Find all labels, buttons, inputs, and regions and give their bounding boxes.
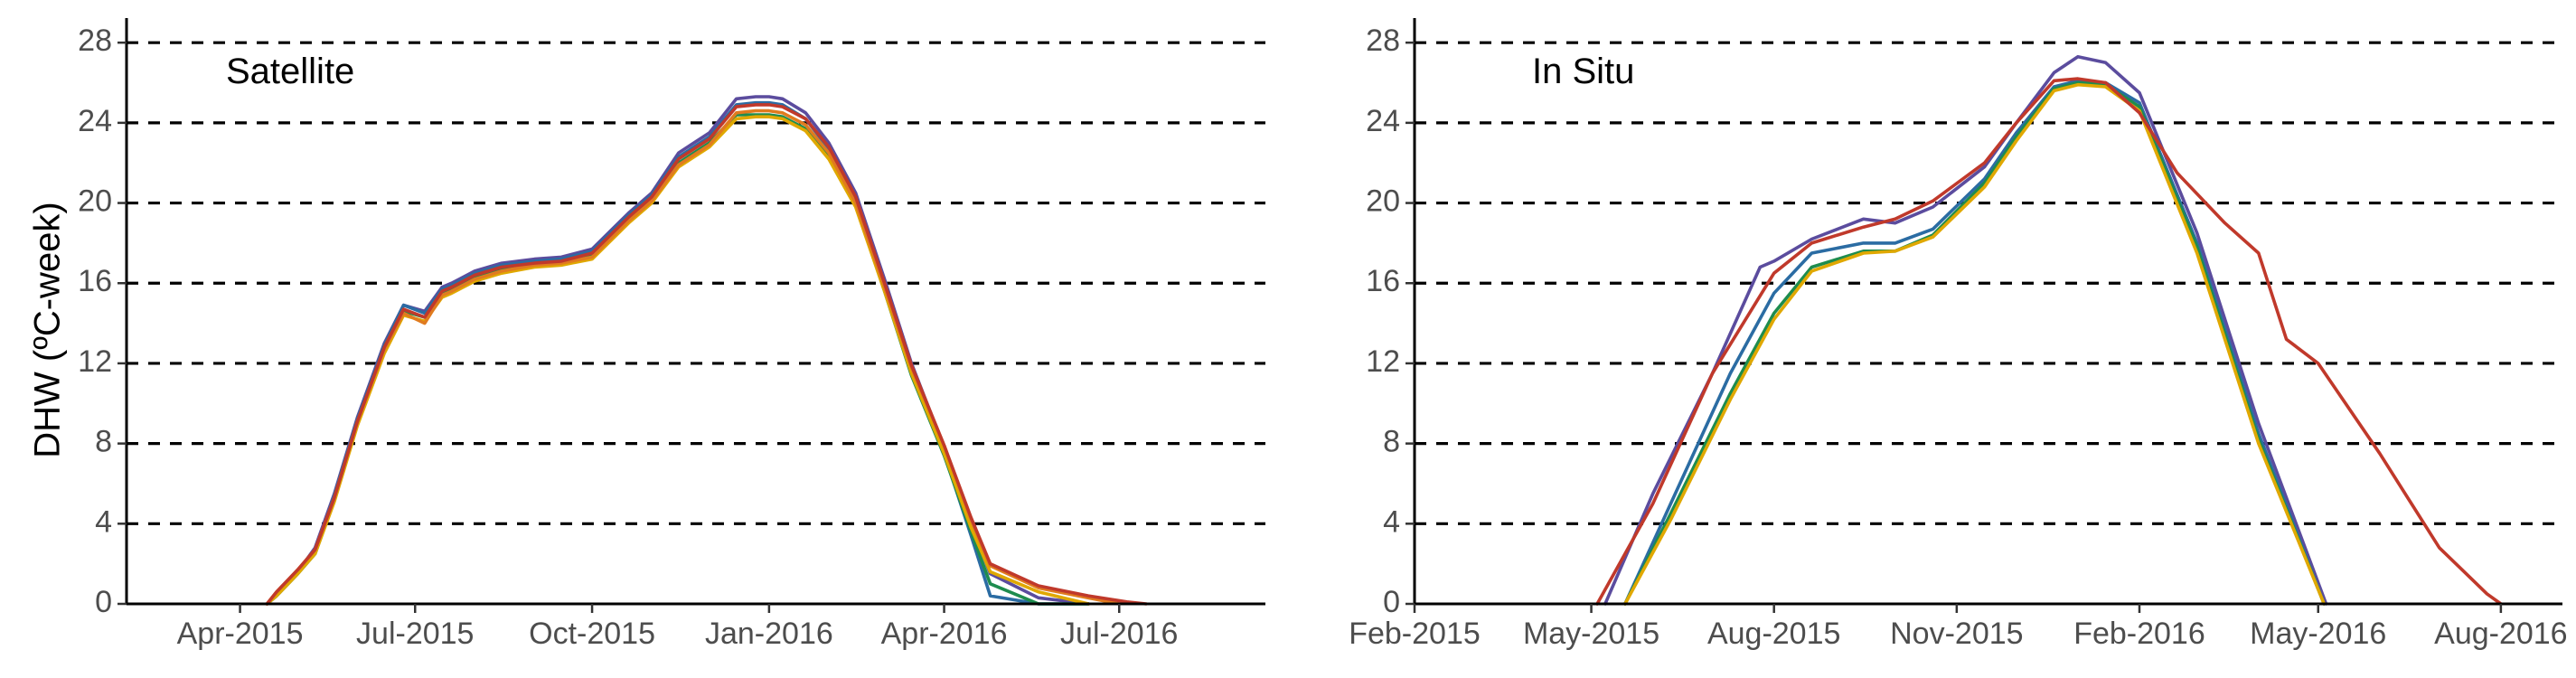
y-tick-label: 0 <box>1383 585 1400 619</box>
x-tick-label: Jul-2015 <box>356 617 474 651</box>
y-tick-label: 12 <box>1366 344 1400 379</box>
x-tick-label: Aug-2015 <box>1707 617 1840 651</box>
in-situ-series-line-1 <box>1603 54 2328 606</box>
y-tick-label: 4 <box>95 504 112 539</box>
y-tick-label: 8 <box>1383 425 1400 459</box>
y-axis-title: DHW (ºC-week) <box>28 202 68 457</box>
in-situ-series-line-4 <box>1623 82 2327 606</box>
y-tick-label: 4 <box>1383 504 1400 539</box>
in-situ-panel-title: In Situ <box>1532 52 1634 91</box>
x-tick-label: Feb-2015 <box>1349 617 1481 651</box>
satellite-series-line-1 <box>265 95 1090 606</box>
x-tick-label: Apr-2015 <box>177 617 304 651</box>
y-tick-label: 12 <box>78 344 112 379</box>
y-tick-label: 20 <box>78 184 112 219</box>
x-tick-label: Aug-2016 <box>2434 617 2567 651</box>
satellite-series-line-2 <box>265 100 1090 606</box>
y-tick-label: 16 <box>78 264 112 298</box>
y-tick-label: 0 <box>95 585 112 619</box>
x-tick-label: Oct-2015 <box>529 617 655 651</box>
y-tick-label: 28 <box>1366 24 1400 58</box>
x-tick-label: Apr-2016 <box>881 617 1008 651</box>
satellite-series-line-3 <box>265 113 1090 606</box>
in-situ-series-line-3 <box>1623 80 2327 606</box>
y-tick-label: 28 <box>78 24 112 58</box>
y-tick-label: 24 <box>1366 104 1400 138</box>
x-tick-label: Nov-2015 <box>1890 617 2023 651</box>
satellite-series-line-4 <box>265 115 1090 606</box>
x-tick-label: May-2015 <box>1523 617 1659 651</box>
x-tick-label: Feb-2016 <box>2073 617 2205 651</box>
x-tick-label: May-2016 <box>2250 617 2386 651</box>
satellite-series-line-5 <box>265 108 1121 606</box>
y-tick-label: 20 <box>1366 184 1400 219</box>
x-tick-label: Jul-2016 <box>1060 617 1178 651</box>
satellite-panel: 0 4 8 12 16 20 24 28 Apr-2015 Jul-2015 Oct-2015 Jan… <box>78 18 1265 651</box>
in-situ-series-line-5 <box>1595 77 2503 606</box>
satellite-series-line-6 <box>265 103 1148 606</box>
in-situ-panel: 0 4 8 12 16 20 24 28 Feb-2015 May-2015 Aug-2015 Nov… <box>1349 18 2568 651</box>
x-tick-label: Jan-2016 <box>705 617 833 651</box>
y-tick-label: 16 <box>1366 264 1400 298</box>
satellite-panel-title: Satellite <box>226 52 354 91</box>
y-tick-label: 24 <box>78 104 112 138</box>
y-tick-label: 8 <box>95 425 112 459</box>
